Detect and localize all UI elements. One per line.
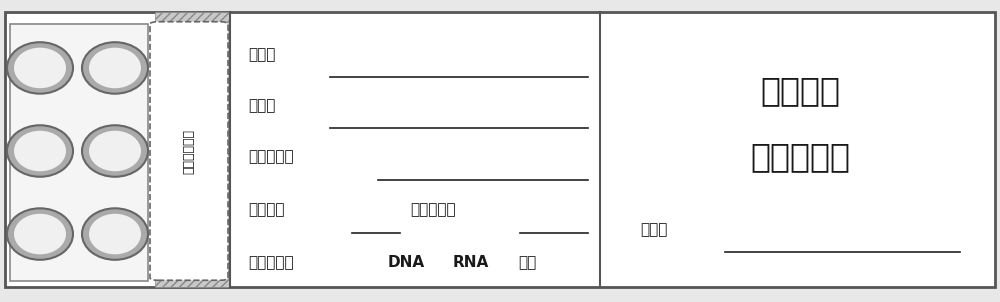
Text: 样品来源：: 样品来源：	[248, 149, 294, 165]
Ellipse shape	[89, 214, 141, 254]
Text: 质粒: 质粒	[518, 255, 536, 270]
Ellipse shape	[89, 131, 141, 171]
Ellipse shape	[14, 48, 66, 88]
Text: 核酸样品: 核酸样品	[760, 74, 840, 107]
Text: 编号或条形码: 编号或条形码	[182, 128, 196, 174]
Bar	[155, 12, 230, 287]
Text: RNA: RNA	[453, 255, 489, 270]
Ellipse shape	[7, 208, 73, 260]
Ellipse shape	[82, 125, 148, 177]
Bar	[10, 24, 148, 281]
Ellipse shape	[14, 214, 66, 254]
FancyBboxPatch shape	[150, 22, 228, 280]
Text: DNA: DNA	[388, 255, 425, 270]
Text: 提取日期：: 提取日期：	[410, 202, 456, 217]
Ellipse shape	[7, 125, 73, 177]
Text: 保存专用卡: 保存专用卡	[750, 140, 850, 174]
Text: 品种：: 品种：	[248, 98, 275, 113]
Text: 编号：: 编号：	[640, 222, 667, 237]
Text: 核酸类型：: 核酸类型：	[248, 255, 294, 270]
Text: 提取人：: 提取人：	[248, 202, 285, 217]
Ellipse shape	[14, 131, 66, 171]
Ellipse shape	[82, 208, 148, 260]
Ellipse shape	[89, 48, 141, 88]
Ellipse shape	[82, 42, 148, 94]
Text: 名称：: 名称：	[248, 47, 275, 62]
Ellipse shape	[7, 42, 73, 94]
